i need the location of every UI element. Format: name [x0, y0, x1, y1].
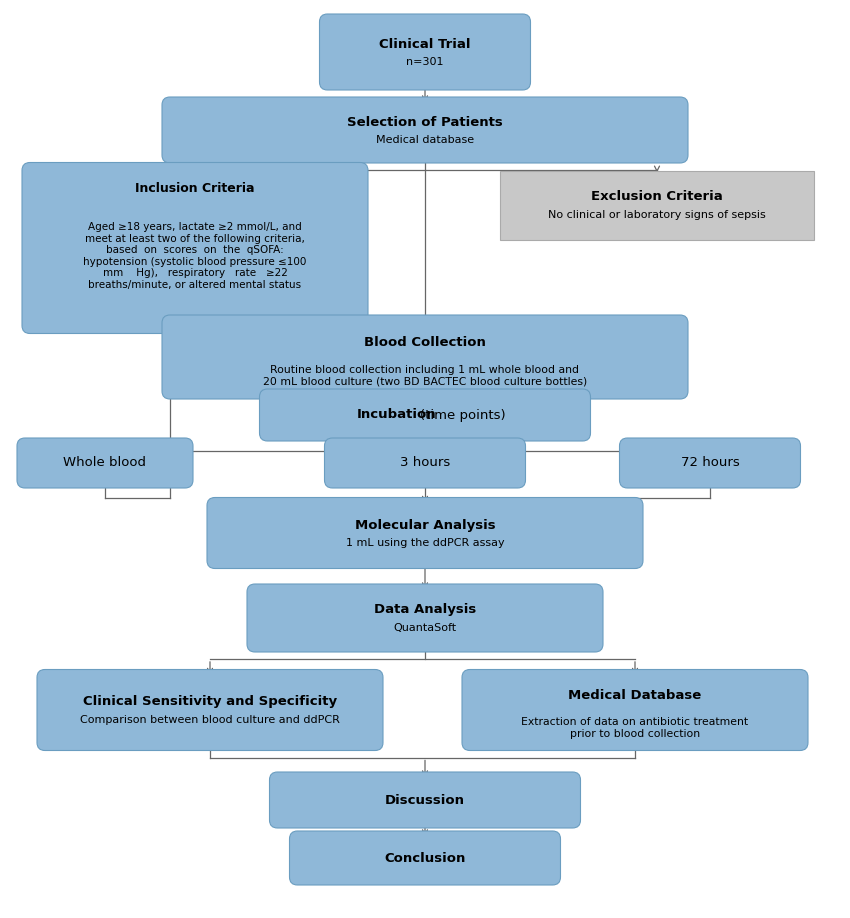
Text: Comparison between blood culture and ddPCR: Comparison between blood culture and ddP…: [80, 715, 340, 725]
Text: Selection of Patients: Selection of Patients: [347, 116, 503, 129]
Text: Extraction of data on antibiotic treatment
prior to blood collection: Extraction of data on antibiotic treatme…: [521, 718, 749, 739]
Text: 1 mL using the ddPCR assay: 1 mL using the ddPCR assay: [346, 538, 504, 548]
Text: Molecular Analysis: Molecular Analysis: [354, 519, 496, 532]
FancyBboxPatch shape: [162, 315, 688, 399]
Text: Medical Database: Medical Database: [569, 689, 701, 702]
FancyBboxPatch shape: [22, 162, 368, 333]
Text: Blood Collection: Blood Collection: [364, 335, 486, 349]
Text: Medical database: Medical database: [376, 135, 474, 145]
FancyBboxPatch shape: [17, 438, 193, 488]
Text: n=301: n=301: [406, 57, 444, 67]
FancyBboxPatch shape: [259, 389, 591, 441]
FancyBboxPatch shape: [290, 831, 560, 885]
FancyBboxPatch shape: [325, 438, 525, 488]
FancyBboxPatch shape: [247, 584, 603, 652]
FancyBboxPatch shape: [500, 171, 814, 240]
Text: Inclusion Criteria: Inclusion Criteria: [135, 182, 255, 195]
FancyBboxPatch shape: [462, 669, 808, 751]
Text: Data Analysis: Data Analysis: [374, 603, 476, 617]
FancyBboxPatch shape: [37, 669, 383, 751]
Text: Discussion: Discussion: [385, 793, 465, 807]
Text: 3 hours: 3 hours: [400, 456, 451, 469]
Text: No clinical or laboratory signs of sepsis: No clinical or laboratory signs of sepsi…: [548, 210, 766, 220]
FancyBboxPatch shape: [207, 498, 643, 568]
Text: Clinical Trial: Clinical Trial: [379, 38, 471, 50]
Text: QuantaSoft: QuantaSoft: [394, 623, 456, 633]
Text: (time points): (time points): [420, 409, 506, 421]
Text: Conclusion: Conclusion: [384, 852, 466, 865]
FancyBboxPatch shape: [162, 97, 688, 163]
FancyBboxPatch shape: [620, 438, 801, 488]
FancyBboxPatch shape: [269, 772, 581, 828]
Text: Incubation: Incubation: [357, 409, 437, 421]
Text: Whole blood: Whole blood: [64, 456, 146, 469]
Text: Routine blood collection including 1 mL whole blood and
20 mL blood culture (two: Routine blood collection including 1 mL …: [263, 365, 587, 386]
Text: Aged ≥18 years, lactate ≥2 mmol/L, and
meet at least two of the following criter: Aged ≥18 years, lactate ≥2 mmol/L, and m…: [83, 222, 307, 290]
FancyBboxPatch shape: [320, 14, 530, 90]
Text: Exclusion Criteria: Exclusion Criteria: [591, 191, 722, 204]
Text: 72 hours: 72 hours: [681, 456, 740, 469]
Text: Clinical Sensitivity and Specificity: Clinical Sensitivity and Specificity: [83, 696, 337, 709]
